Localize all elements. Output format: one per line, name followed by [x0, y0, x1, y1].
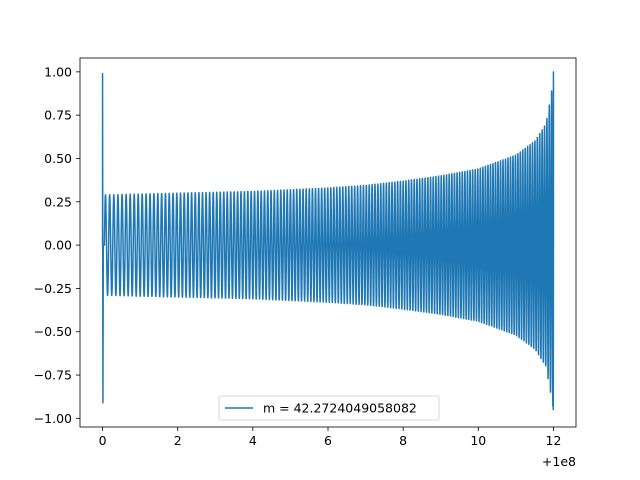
plot-area — [101, 71, 555, 411]
series-line — [101, 71, 555, 411]
y-tick-label: 0.50 — [44, 151, 72, 166]
legend-label: m = 42.2724049058082 — [263, 401, 417, 416]
x-tick-label: 6 — [324, 433, 332, 448]
y-tick-label: 0.75 — [44, 108, 72, 123]
y-axis: −1.00 −0.75 −0.50 −0.25 0.00 0.25 0.50 0.75 1.00 — [34, 64, 80, 426]
x-tick-label: 12 — [546, 433, 562, 448]
x-tick-label: 8 — [399, 433, 407, 448]
x-tick-label: 10 — [470, 433, 486, 448]
x-tick-label: 0 — [99, 433, 107, 448]
y-tick-label: 0.00 — [44, 238, 72, 253]
y-tick-label: 1.00 — [44, 64, 72, 79]
x-tick-label: 2 — [174, 433, 182, 448]
y-tick-label: −0.75 — [34, 368, 72, 383]
x-axis: 0 2 4 6 8 10 12 — [99, 427, 562, 448]
legend-box — [218, 395, 440, 421]
y-tick-label: −1.00 — [34, 411, 72, 426]
x-tick-label: 4 — [249, 433, 257, 448]
legend: m = 42.2724049058082 — [218, 395, 440, 421]
x-offset-label: +1e8 — [542, 454, 576, 469]
y-tick-label: 0.25 — [44, 194, 72, 209]
y-tick-label: −0.50 — [34, 324, 72, 339]
y-tick-label: −0.25 — [34, 281, 72, 296]
